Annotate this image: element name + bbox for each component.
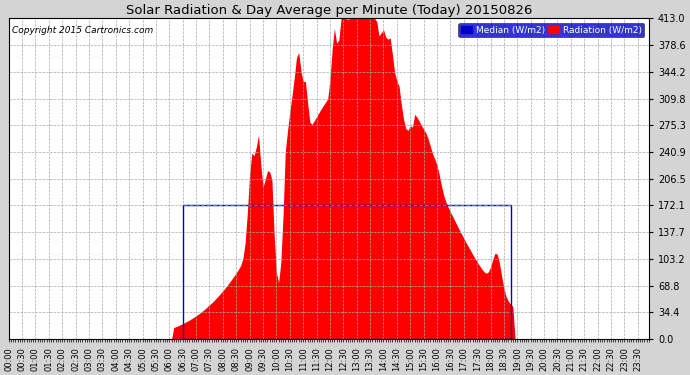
Legend: Median (W/m2), Radiation (W/m2): Median (W/m2), Radiation (W/m2) — [458, 23, 644, 37]
Text: Copyright 2015 Cartronics.com: Copyright 2015 Cartronics.com — [12, 26, 153, 35]
Title: Solar Radiation & Day Average per Minute (Today) 20150826: Solar Radiation & Day Average per Minute… — [126, 4, 532, 17]
Bar — [183, 206, 511, 339]
